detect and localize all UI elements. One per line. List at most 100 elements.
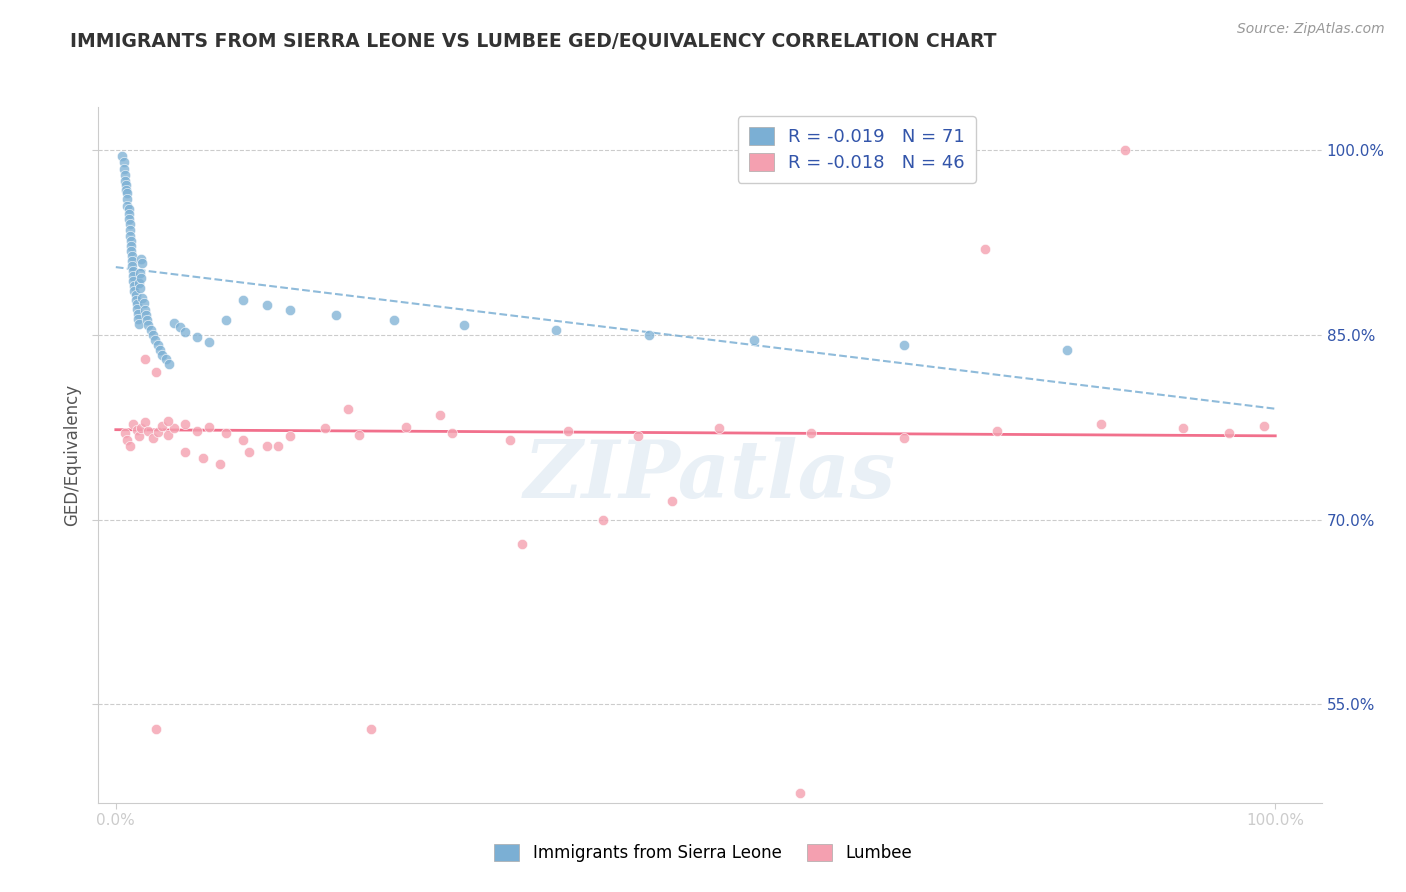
Point <box>122 274 145 288</box>
Point <box>215 426 238 441</box>
Point <box>121 259 143 273</box>
Point <box>174 445 197 459</box>
Point <box>800 426 823 441</box>
Point <box>232 293 254 308</box>
Point <box>127 311 149 326</box>
Point <box>156 414 179 428</box>
Point <box>125 423 148 437</box>
Point <box>127 307 149 321</box>
Point <box>134 303 156 318</box>
Legend: Immigrants from Sierra Leone, Lumbee: Immigrants from Sierra Leone, Lumbee <box>486 836 920 871</box>
Point <box>115 178 138 192</box>
Point <box>117 207 139 221</box>
Point <box>128 429 150 443</box>
Point <box>215 313 238 327</box>
Text: Source: ZipAtlas.com: Source: ZipAtlas.com <box>1237 22 1385 37</box>
Point <box>131 291 153 305</box>
Point <box>156 427 179 442</box>
Point <box>145 365 167 379</box>
Point <box>395 420 418 434</box>
Point <box>146 425 169 439</box>
Point <box>314 421 336 435</box>
Point <box>1114 143 1136 157</box>
Point <box>1218 426 1240 441</box>
Point <box>112 161 135 176</box>
Point <box>125 297 148 311</box>
Point <box>336 401 359 416</box>
Point <box>626 429 648 443</box>
Point <box>139 323 162 337</box>
Point <box>557 424 579 438</box>
Point <box>163 316 186 330</box>
Point <box>163 421 186 435</box>
Point <box>132 296 155 310</box>
Point <box>118 439 141 453</box>
Point <box>1253 419 1275 434</box>
Point <box>256 298 278 312</box>
Point <box>120 239 142 253</box>
Point <box>146 337 169 351</box>
Point <box>349 427 371 442</box>
Point <box>129 281 152 295</box>
Point <box>112 155 135 169</box>
Point <box>136 313 159 327</box>
Point <box>174 417 197 431</box>
Point <box>197 335 219 350</box>
Point <box>453 318 475 332</box>
Point <box>142 431 165 445</box>
Point <box>125 301 148 316</box>
Point <box>592 512 614 526</box>
Point <box>209 457 232 471</box>
Point <box>986 424 1008 438</box>
Point <box>150 419 173 434</box>
Point <box>278 429 301 443</box>
Point <box>114 168 136 182</box>
Point <box>143 333 166 347</box>
Point <box>174 326 197 340</box>
Point <box>131 421 153 435</box>
Point <box>114 426 136 441</box>
Point <box>136 318 159 332</box>
Point <box>122 264 145 278</box>
Point <box>267 439 290 453</box>
Point <box>382 313 405 327</box>
Point <box>134 352 156 367</box>
Point <box>429 408 451 422</box>
Point <box>238 445 260 459</box>
Point <box>893 431 915 445</box>
Point <box>129 266 152 280</box>
Point <box>191 450 214 465</box>
Point <box>117 433 139 447</box>
Point <box>121 254 143 268</box>
Point <box>510 537 533 551</box>
Point <box>150 347 173 361</box>
Point <box>121 249 143 263</box>
Point <box>157 358 180 372</box>
Point <box>117 212 139 227</box>
Point <box>499 433 522 447</box>
Point <box>114 174 136 188</box>
Point <box>124 278 146 293</box>
Point <box>278 303 301 318</box>
Y-axis label: GED/Equivalency: GED/Equivalency <box>63 384 82 526</box>
Point <box>118 229 141 244</box>
Point <box>256 439 278 453</box>
Point <box>707 421 730 435</box>
Point <box>149 343 172 357</box>
Point <box>1056 343 1078 357</box>
Point <box>120 234 142 248</box>
Point <box>117 198 139 212</box>
Point <box>325 308 347 322</box>
Point <box>186 424 208 438</box>
Point <box>145 722 167 736</box>
Point <box>128 276 150 290</box>
Point <box>441 426 464 441</box>
Point <box>232 433 254 447</box>
Point <box>117 186 139 201</box>
Point <box>134 415 156 429</box>
Point <box>1171 421 1194 435</box>
Point <box>122 417 145 431</box>
Point <box>120 244 142 259</box>
Point <box>155 352 177 367</box>
Text: IMMIGRANTS FROM SIERRA LEONE VS LUMBEE GED/EQUIVALENCY CORRELATION CHART: IMMIGRANTS FROM SIERRA LEONE VS LUMBEE G… <box>70 31 997 50</box>
